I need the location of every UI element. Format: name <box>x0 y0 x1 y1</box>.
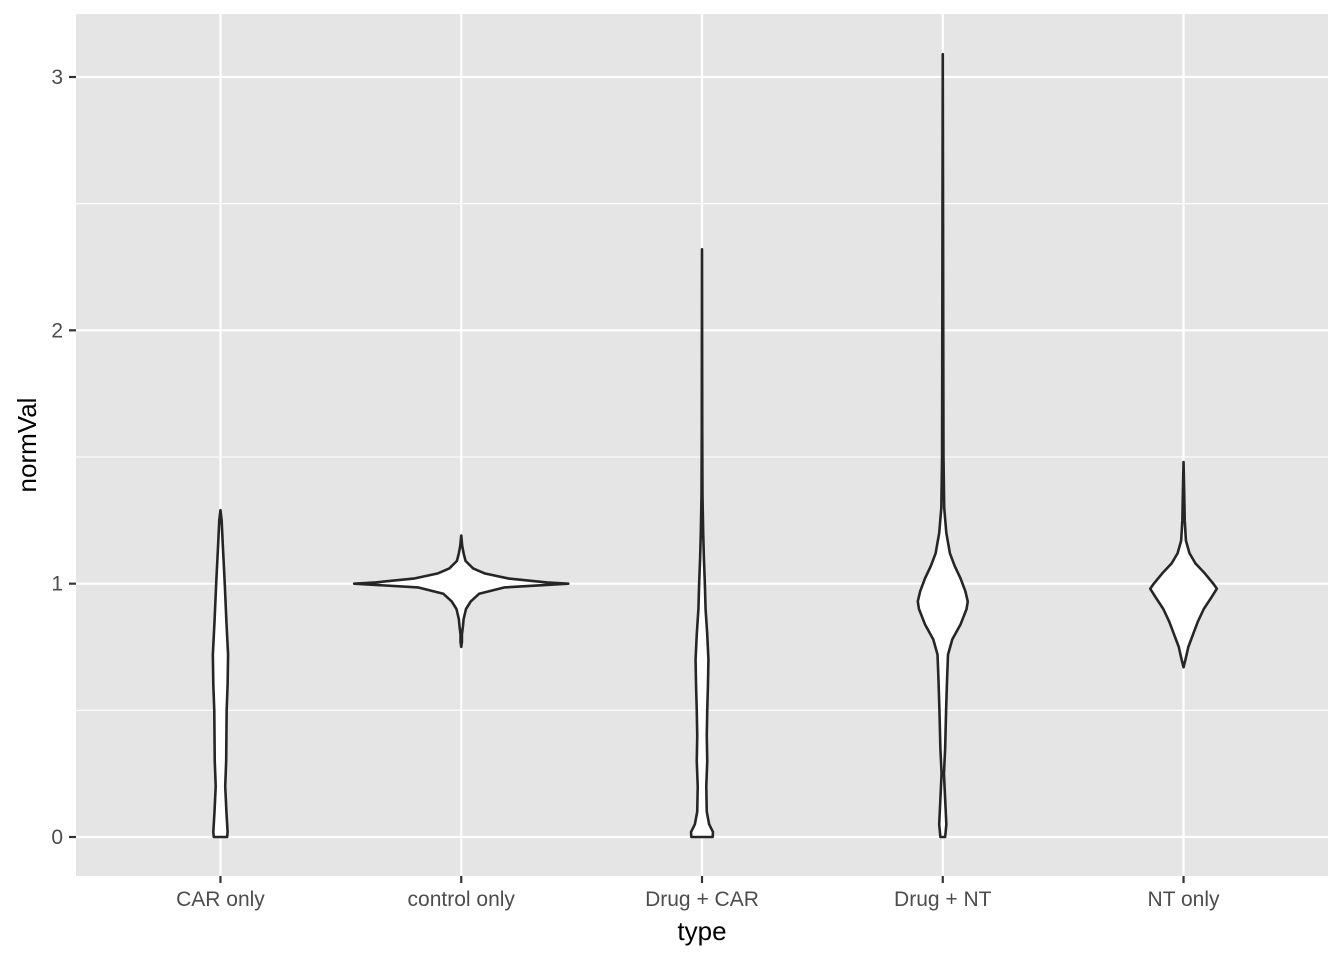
violin-nt-only <box>1148 460 1219 669</box>
y-tick-label-1: 1 <box>51 573 63 596</box>
violin-car-only <box>211 508 230 839</box>
violin-control-only <box>352 534 570 649</box>
y-tick-label-3: 3 <box>51 66 63 89</box>
x-tick-label-3: Drug + NT <box>894 888 992 911</box>
y-tick-label-2: 2 <box>51 319 63 342</box>
y-axis-title: normVal <box>12 398 42 493</box>
x-tick-label-4: NT only <box>1148 888 1220 911</box>
y-axis: 0 1 2 3 <box>51 66 76 849</box>
y-tick-label-0: 0 <box>51 826 63 849</box>
x-tick-label-0: CAR only <box>176 888 265 911</box>
violin-drug-car <box>689 247 715 839</box>
violin-drug-nt <box>916 52 970 839</box>
violin-layer <box>211 52 1219 839</box>
x-axis: CAR only control only Drug + CAR Drug + NT N… <box>176 876 1220 911</box>
x-tick-label-2: Drug + CAR <box>645 888 759 911</box>
x-tick-label-1: control only <box>408 888 516 911</box>
x-axis-title: type <box>677 916 726 946</box>
